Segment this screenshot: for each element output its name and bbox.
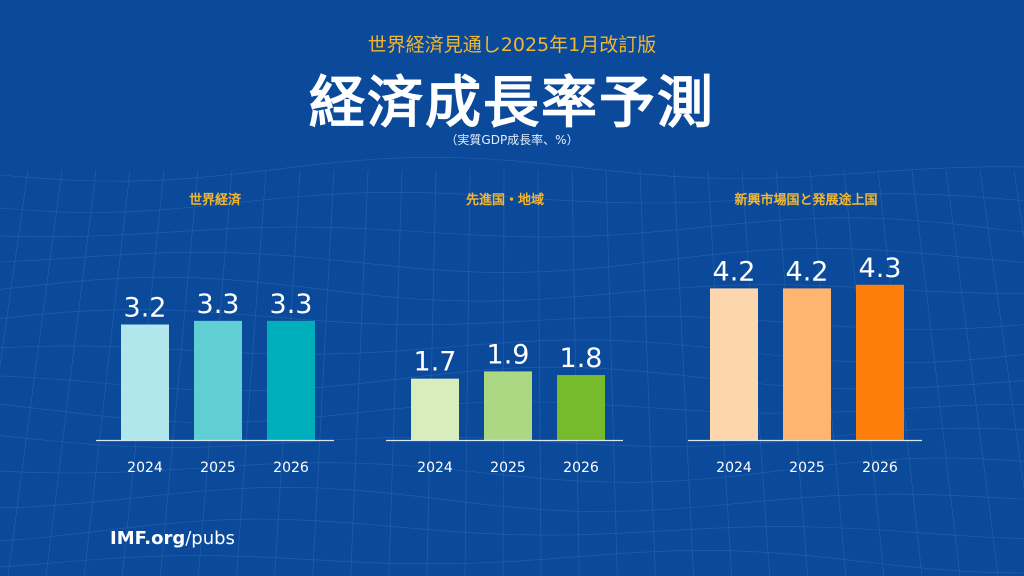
page-title: 経済成長率予測 <box>309 71 715 136</box>
x-tick-advanced-2025: 2025 <box>490 460 526 476</box>
value-label-advanced-2025: 1.9 <box>487 339 530 370</box>
x-tick-world-2025: 2025 <box>200 460 236 476</box>
bar-world-2024 <box>121 324 169 440</box>
bar-advanced-2025 <box>484 371 532 440</box>
value-label-emerging-2024: 4.2 <box>713 256 756 287</box>
bar-emerging-2026 <box>856 284 904 440</box>
x-tick-world-2024: 2024 <box>127 460 163 476</box>
bar-world-2026 <box>267 320 315 440</box>
value-label-emerging-2025: 4.2 <box>786 256 829 287</box>
value-label-advanced-2024: 1.7 <box>414 347 457 378</box>
x-tick-advanced-2024: 2024 <box>417 460 453 476</box>
bar-emerging-2024 <box>710 288 758 440</box>
x-tick-emerging-2026: 2026 <box>862 460 898 476</box>
x-tick-world-2026: 2026 <box>273 460 309 476</box>
panel-title-emerging: 新興市場国と発展途上国 <box>734 193 878 208</box>
panel-title-world: 世界経済 <box>188 193 241 208</box>
value-label-world-2024: 3.2 <box>124 292 167 323</box>
value-label-emerging-2026: 4.3 <box>859 253 902 284</box>
page-subtitle: 世界経済見通し2025年1月改訂版 <box>367 34 657 56</box>
value-label-world-2026: 3.3 <box>270 289 313 320</box>
unit-note: （実質GDP成長率、%） <box>445 133 579 147</box>
bar-advanced-2024 <box>411 378 459 440</box>
footer-link[interactable]: IMF.org/pubs <box>110 528 235 549</box>
x-tick-advanced-2026: 2026 <box>563 460 599 476</box>
value-label-advanced-2026: 1.8 <box>560 343 603 374</box>
panel-title-advanced: 先進国・地域 <box>465 193 544 208</box>
x-tick-emerging-2025: 2025 <box>789 460 825 476</box>
bar-world-2025 <box>194 320 242 440</box>
footer-path: /pubs <box>185 528 235 549</box>
x-tick-emerging-2024: 2024 <box>716 460 752 476</box>
value-label-world-2025: 3.3 <box>197 289 240 320</box>
bar-emerging-2025 <box>783 288 831 440</box>
footer-brand: IMF.org <box>110 528 186 549</box>
bar-advanced-2026 <box>557 375 605 440</box>
